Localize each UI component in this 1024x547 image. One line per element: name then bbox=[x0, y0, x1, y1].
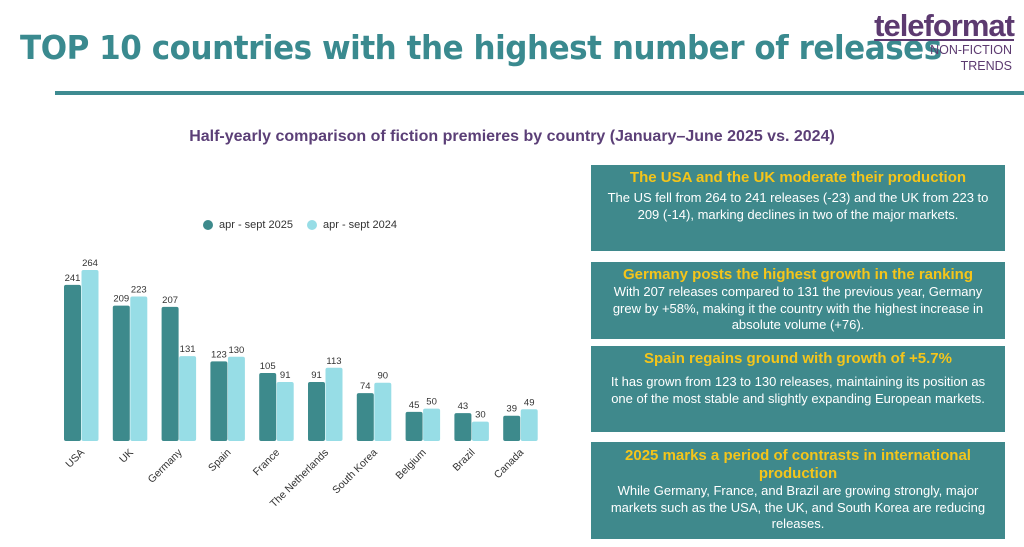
bar-canada-apr-sept-2025 bbox=[503, 415, 521, 441]
value-label-the-netherlands-apr-sept-2024: 113 bbox=[326, 356, 341, 367]
card-germany: Germany posts the highest growth in the … bbox=[591, 262, 1005, 339]
card-spain: Spain regains ground with growth of +5.7… bbox=[591, 346, 1005, 432]
value-label-uk-apr-sept-2024: 223 bbox=[131, 285, 147, 296]
value-label-south-korea-apr-sept-2025: 74 bbox=[360, 381, 371, 392]
bar-belgium-apr-sept-2024 bbox=[423, 408, 441, 441]
legend-swatch-2024 bbox=[307, 220, 317, 230]
value-label-germany-apr-sept-2024: 131 bbox=[180, 344, 196, 355]
x-tick-germany: Germany bbox=[146, 446, 186, 486]
value-label-canada-apr-sept-2024: 49 bbox=[524, 397, 535, 408]
card-spain-title: Spain regains ground with growth of +5.7… bbox=[644, 350, 952, 367]
x-tick-uk: UK bbox=[117, 447, 136, 466]
legend-swatch-2025 bbox=[203, 220, 213, 230]
value-label-brazil-apr-sept-2025: 43 bbox=[458, 401, 469, 412]
bar-the-netherlands-apr-sept-2025 bbox=[308, 382, 325, 441]
x-tick-usa: USA bbox=[63, 447, 87, 471]
bar-spain-apr-sept-2024 bbox=[227, 356, 245, 441]
card-germany-body: With 207 releases compared to 131 the pr… bbox=[612, 284, 984, 332]
bar-usa-apr-sept-2024 bbox=[81, 270, 99, 441]
bar-south-korea-apr-sept-2025 bbox=[356, 393, 374, 441]
value-label-usa-apr-sept-2024: 264 bbox=[82, 258, 98, 269]
card-usa-uk-title: The USA and the UK moderate their produc… bbox=[629, 169, 967, 186]
value-label-the-netherlands-apr-sept-2025: 91 bbox=[311, 370, 322, 381]
chart-title: Half-yearly comparison of fiction premie… bbox=[189, 128, 835, 145]
card-contrasts: 2025 marks a period of contrasts in inte… bbox=[591, 442, 1005, 539]
bar-canada-apr-sept-2024 bbox=[520, 409, 538, 441]
value-label-south-korea-apr-sept-2024: 90 bbox=[378, 371, 389, 382]
bar-france-apr-sept-2025 bbox=[259, 372, 277, 441]
legend-label-2024: apr - sept 2024 bbox=[323, 219, 397, 231]
value-label-belgium-apr-sept-2024: 50 bbox=[426, 397, 437, 408]
card-usa-uk-body: The US fell from 264 to 241 releases (-2… bbox=[607, 190, 989, 222]
value-label-brazil-apr-sept-2024: 30 bbox=[475, 410, 486, 421]
bar-germany-apr-sept-2025 bbox=[161, 306, 179, 441]
value-label-spain-apr-sept-2024: 130 bbox=[228, 345, 244, 356]
logo-subtitle-line1: NON-FICTION bbox=[930, 43, 1012, 57]
card-spain-body: It has grown from 123 to 130 releases, m… bbox=[610, 374, 986, 406]
card-contrasts-body: While Germany, France, and Brazil are gr… bbox=[610, 483, 986, 531]
x-tick-belgium: Belgium bbox=[393, 446, 428, 481]
legend-label-2025: apr - sept 2025 bbox=[219, 219, 293, 231]
legend-item-2024: apr - sept 2024 bbox=[307, 219, 397, 231]
x-tick-canada: Canada bbox=[492, 447, 527, 482]
logo-subtitle-line2: TRENDS bbox=[960, 59, 1012, 73]
logo-wordmark: teleformat bbox=[874, 8, 1015, 43]
bar-spain-apr-sept-2025 bbox=[210, 361, 228, 441]
card-contrasts-title: 2025 marks a period of contrasts in inte… bbox=[625, 447, 971, 482]
bar-germany-apr-sept-2024 bbox=[179, 356, 197, 441]
value-label-spain-apr-sept-2025: 123 bbox=[211, 349, 227, 360]
x-tick-france: France bbox=[251, 447, 283, 479]
card-usa-uk: The USA and the UK moderate their produc… bbox=[591, 165, 1005, 251]
bar-brazil-apr-sept-2024 bbox=[471, 421, 489, 441]
page-title: TOP 10 countries with the highest number… bbox=[20, 28, 942, 67]
card-germany-title: Germany posts the highest growth in the … bbox=[622, 266, 974, 283]
title-divider bbox=[55, 91, 1024, 95]
value-label-belgium-apr-sept-2025: 45 bbox=[409, 400, 420, 411]
value-label-france-apr-sept-2025: 105 bbox=[260, 361, 276, 372]
value-label-germany-apr-sept-2025: 207 bbox=[162, 295, 178, 306]
bar-uk-apr-sept-2024 bbox=[130, 296, 148, 441]
value-label-uk-apr-sept-2025: 209 bbox=[113, 294, 129, 305]
value-label-canada-apr-sept-2025: 39 bbox=[506, 404, 517, 415]
x-tick-brazil: Brazil bbox=[450, 447, 477, 474]
legend-item-2025: apr - sept 2025 bbox=[203, 219, 293, 231]
bar-usa-apr-sept-2025 bbox=[64, 284, 81, 441]
value-label-france-apr-sept-2024: 91 bbox=[280, 370, 291, 381]
value-label-usa-apr-sept-2025: 241 bbox=[65, 273, 81, 284]
bar-belgium-apr-sept-2025 bbox=[405, 411, 423, 441]
bar-uk-apr-sept-2025 bbox=[112, 305, 130, 441]
bar-brazil-apr-sept-2025 bbox=[454, 413, 472, 441]
logo: teleformat NON-FICTION TRENDS bbox=[864, 8, 1015, 74]
bar-france-apr-sept-2024 bbox=[276, 382, 294, 441]
bar-the-netherlands-apr-sept-2024 bbox=[325, 367, 343, 441]
bar-south-korea-apr-sept-2024 bbox=[374, 382, 392, 441]
x-tick-spain: Spain bbox=[206, 447, 234, 475]
x-tick-south-korea: South Korea bbox=[330, 447, 380, 497]
